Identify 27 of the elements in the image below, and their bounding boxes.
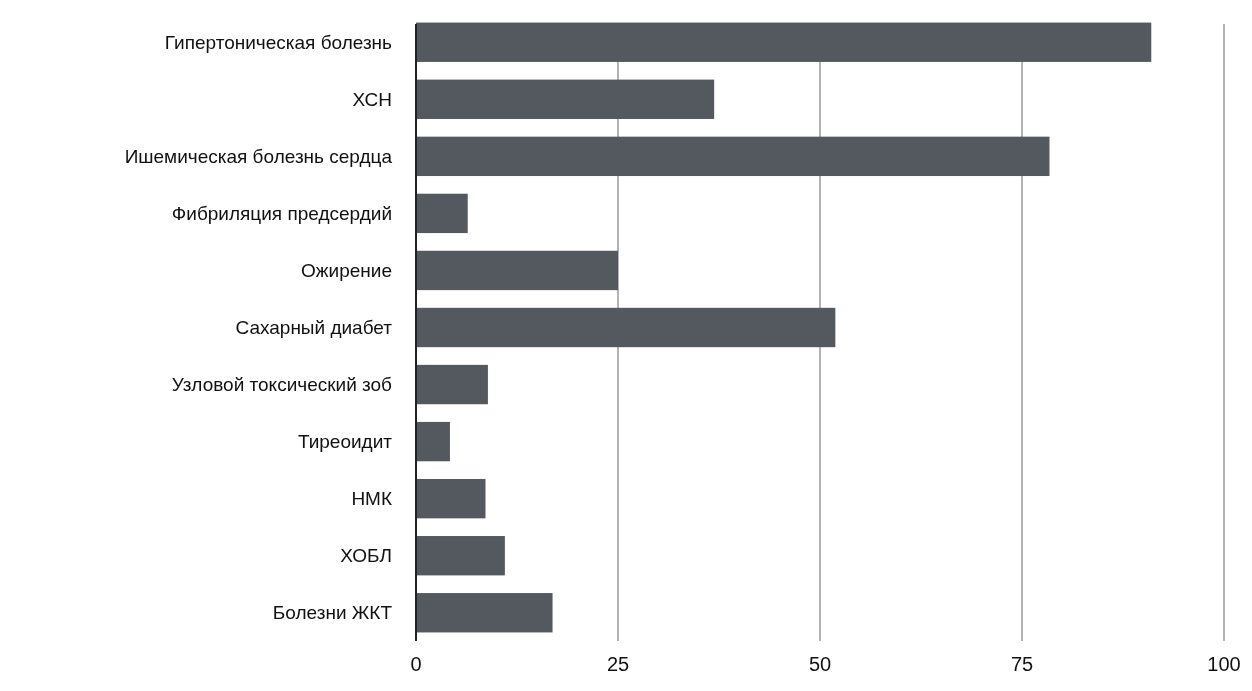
y-tick-label: ХСН	[352, 88, 392, 110]
y-tick-label: Ожирение	[301, 260, 392, 282]
y-tick-label: Сахарный диабет	[235, 317, 393, 339]
bar	[416, 250, 618, 291]
x-tick-label: 100	[1207, 653, 1241, 675]
y-tick-label: Ишемическая болезнь сердца	[124, 145, 393, 167]
x-tick-label: 25	[606, 653, 630, 675]
bar	[416, 193, 468, 234]
bar	[416, 364, 488, 405]
y-tick-label: Тиреоидит	[297, 431, 393, 453]
y-tick-label: Узловой токсический зоб	[171, 374, 393, 396]
x-tick-label: 50	[808, 653, 832, 675]
y-tick-label: Фибриляция предсердий	[171, 203, 392, 225]
bar	[416, 307, 836, 348]
bar	[416, 593, 553, 633]
bar	[416, 536, 505, 576]
y-tick-label: Гипертоническая болезнь	[164, 31, 393, 53]
bar	[416, 136, 1050, 177]
y-tick-label: НМК	[351, 488, 392, 510]
y-tick-label: Болезни ЖКТ	[272, 602, 393, 624]
x-tick-label: 0	[410, 653, 422, 675]
bar	[416, 79, 715, 119]
bar	[416, 22, 1152, 62]
bar	[416, 421, 450, 462]
bar	[416, 478, 486, 519]
x-tick-label: 75	[1010, 653, 1034, 675]
y-tick-label: ХОБЛ	[340, 545, 392, 567]
